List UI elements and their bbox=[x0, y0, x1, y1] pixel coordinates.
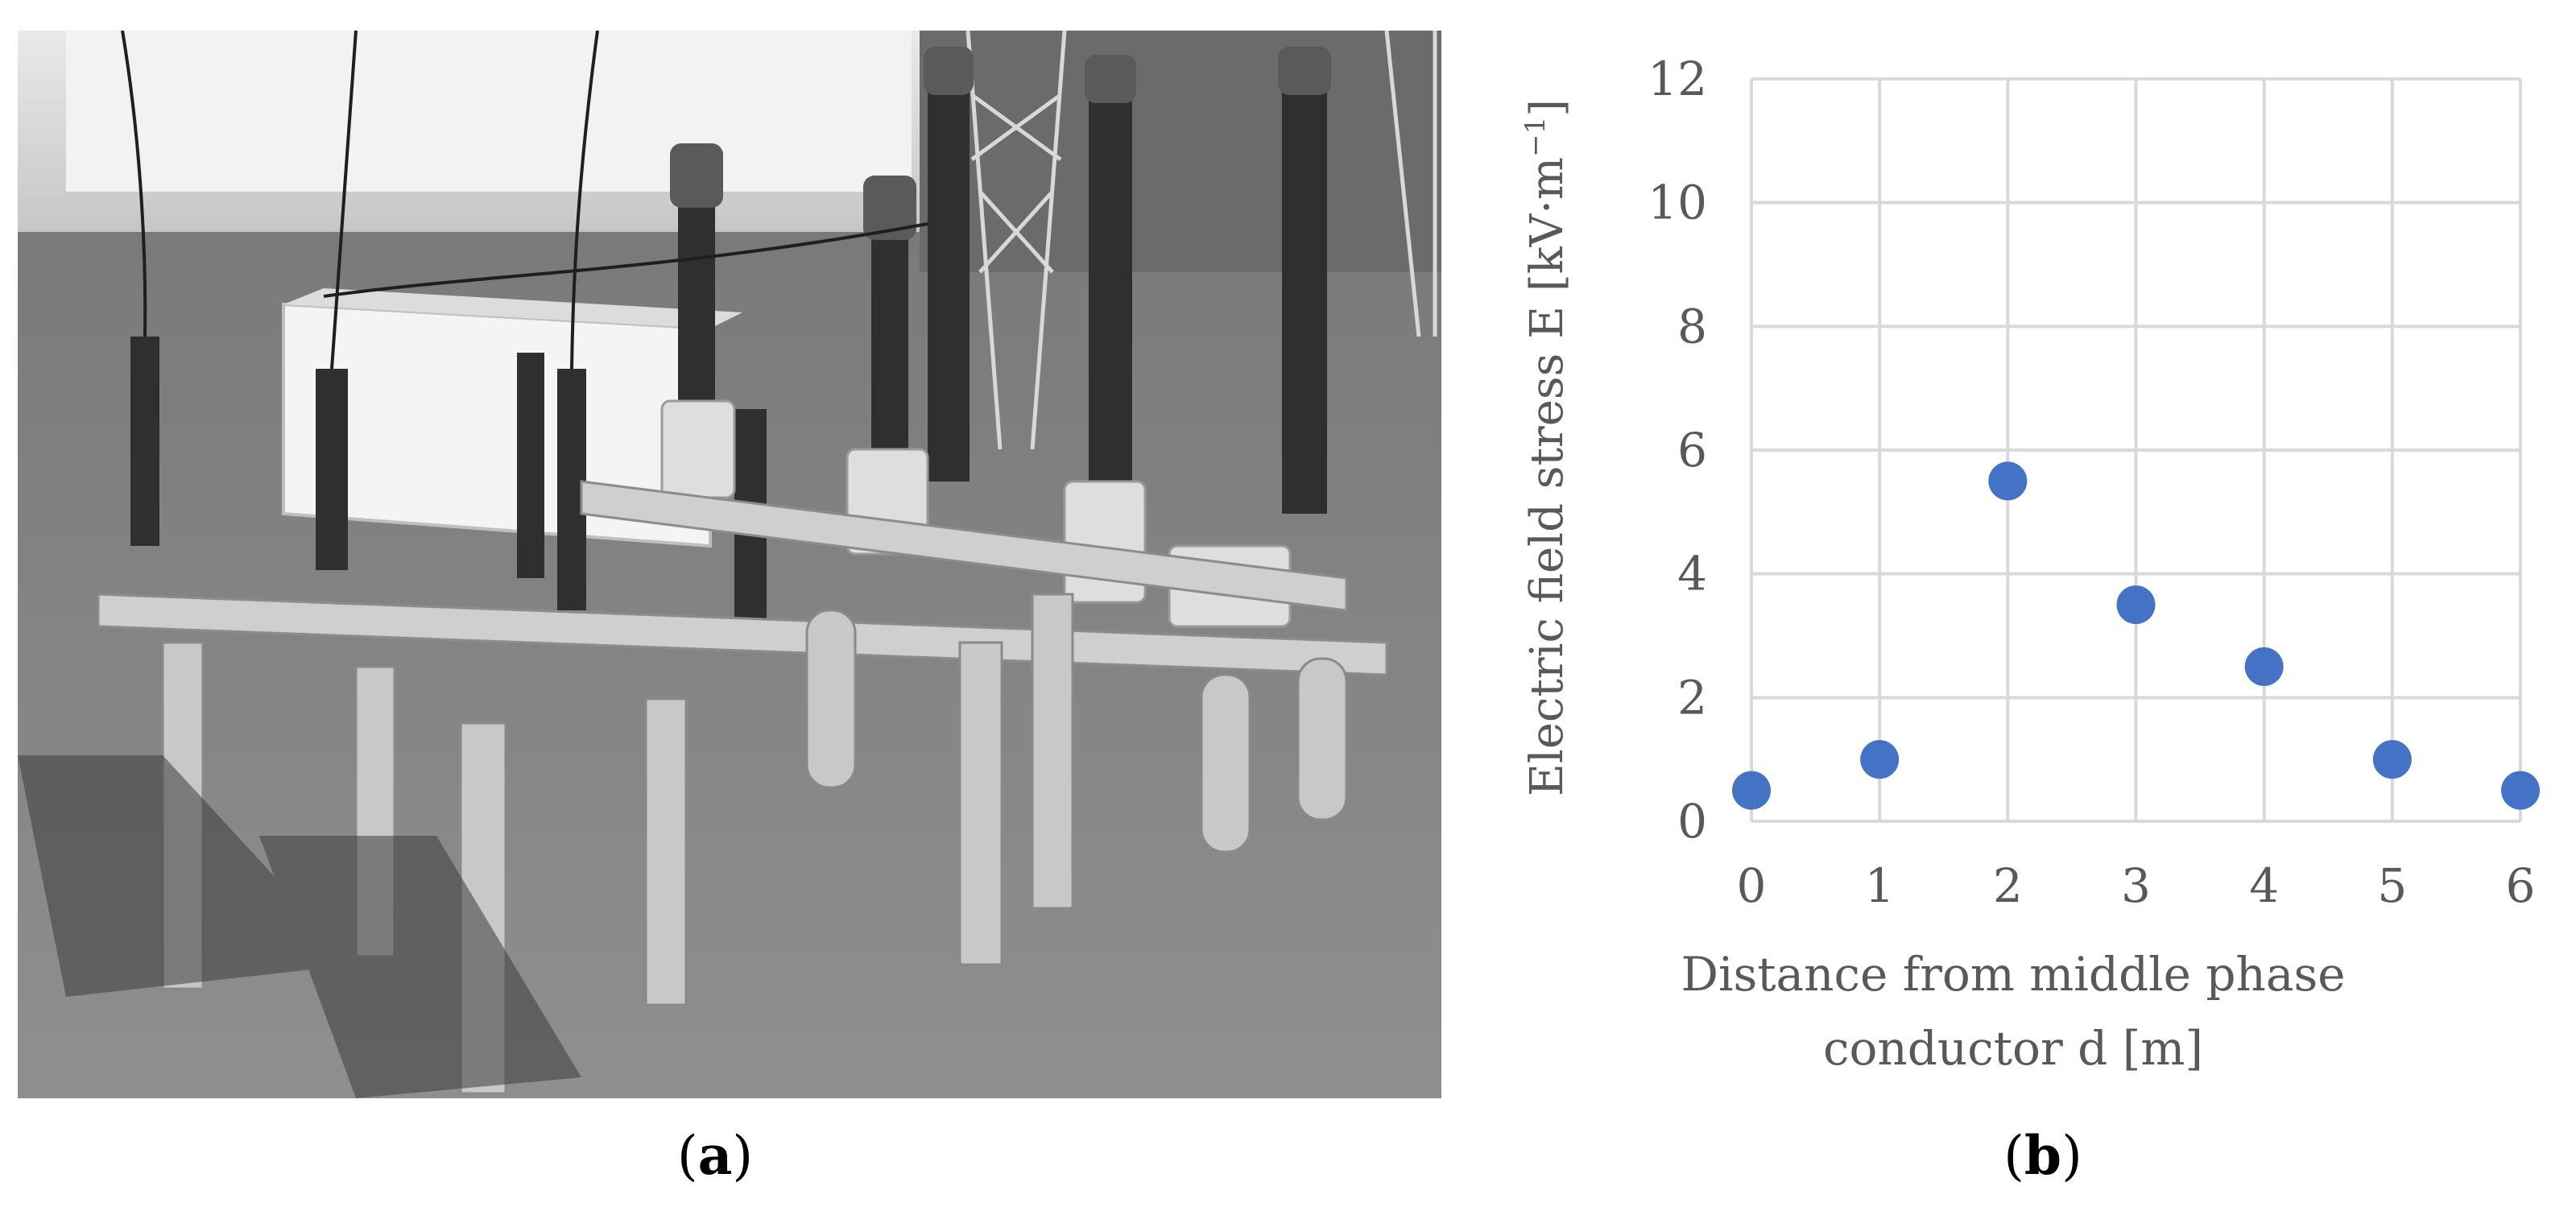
x-tick-label: 3 bbox=[2121, 858, 2151, 913]
panel-b-caption: (b) bbox=[2003, 1124, 2082, 1187]
y-tick-label: 0 bbox=[1677, 794, 1707, 849]
data-point bbox=[1860, 740, 1900, 779]
x-tick-label: 1 bbox=[1865, 858, 1895, 913]
x-tick-label: 0 bbox=[1737, 858, 1767, 913]
data-point bbox=[2501, 771, 2540, 810]
x-tick-label: 5 bbox=[2377, 858, 2407, 913]
x-axis-tick-labels: 0 1 2 3 4 5 6 bbox=[1737, 858, 2536, 913]
panel-a-label: a bbox=[697, 1124, 733, 1187]
y-tick-label: 12 bbox=[1648, 52, 1707, 106]
x-axis-title-line-2: conductor d [m] bbox=[1823, 1021, 2203, 1076]
data-point bbox=[2372, 740, 2412, 779]
y-tick-label: 2 bbox=[1677, 670, 1707, 725]
substation-photo-image bbox=[18, 31, 1441, 1098]
y-tick-label: 10 bbox=[1648, 176, 1707, 230]
substation-photo bbox=[18, 31, 1441, 1098]
data-point bbox=[2116, 585, 2156, 625]
data-point bbox=[1988, 461, 2028, 501]
panel-b-label: b bbox=[2024, 1124, 2062, 1187]
data-points bbox=[1732, 461, 2540, 810]
y-tick-label: 4 bbox=[1677, 547, 1707, 601]
x-tick-label: 2 bbox=[1993, 858, 2023, 913]
y-axis-title-superscript: −1 bbox=[1520, 117, 1552, 157]
panel-a-caption: (a) bbox=[676, 1124, 754, 1187]
y-tick-label: 6 bbox=[1677, 423, 1707, 477]
y-tick-label: 8 bbox=[1677, 299, 1707, 353]
y-axis-title-text: Electric field stress E [kV·m bbox=[1521, 157, 1573, 796]
x-tick-label: 6 bbox=[2506, 858, 2536, 913]
y-axis-title: Electric field stress E [kV·m−1] bbox=[1520, 99, 1573, 796]
y-axis-tick-labels: 0 2 4 6 8 10 12 bbox=[1648, 52, 1707, 849]
y-axis-title-bracket: ] bbox=[1521, 99, 1573, 117]
x-tick-label: 4 bbox=[2249, 858, 2279, 913]
data-point bbox=[1732, 771, 1771, 810]
chart-gridlines bbox=[1750, 77, 2522, 823]
x-axis-title-line-1: Distance from middle phase bbox=[1681, 947, 2345, 1002]
data-point bbox=[2244, 647, 2284, 686]
